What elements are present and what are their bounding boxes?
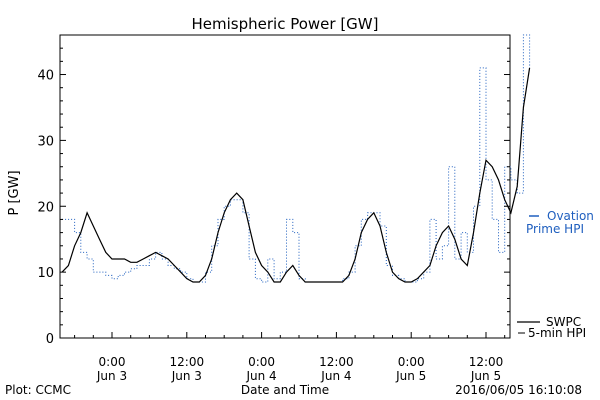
x-tick-date-label: Jun 4 — [245, 369, 276, 383]
x-tick-date-label: Jun 5 — [395, 369, 426, 383]
footer-timestamp: 2016/06/05 16:10:08 — [455, 383, 582, 397]
legend-swpc-label-line1: SWPC — [546, 315, 581, 329]
y-tick-label: 10 — [37, 266, 54, 281]
x-tick-time-label: 12:00 — [170, 355, 205, 369]
x-tick-time-label: 12:00 — [469, 355, 504, 369]
x-tick-time-label: 0:00 — [398, 355, 425, 369]
y-tick-label: 30 — [37, 134, 54, 149]
legend-ovation-label-line1: Ovation — [547, 209, 594, 223]
x-tick-time-label: 12:00 — [319, 355, 354, 369]
y-tick-label: 0 — [46, 332, 54, 347]
footer-credit: Plot: CCMC — [5, 383, 71, 397]
legend-ovation-label-line2: Prime HPI — [526, 222, 584, 236]
legend: Ovation Prime HPI SWPC 5-min HPI — [517, 209, 594, 340]
y-tick-label: 20 — [37, 200, 54, 215]
x-tick-time-label: 0:00 — [248, 355, 275, 369]
chart-title: Hemispheric Power [GW] — [192, 15, 379, 33]
y-axis-label: P [GW] — [7, 170, 22, 215]
x-tick-date-label: Jun 4 — [320, 369, 351, 383]
x-axis-label: Date and Time — [241, 383, 329, 397]
legend-swpc-label-line2: 5-min HPI — [528, 326, 586, 340]
x-tick-time-label: 0:00 — [99, 355, 126, 369]
x-tick-date-label: Jun 3 — [171, 369, 202, 383]
ovation-prime-series-line — [62, 34, 531, 283]
y-axis: 0 10 20 30 40 — [37, 34, 510, 347]
x-tick-date-label: Jun 5 — [470, 369, 501, 383]
y-tick-label: 40 — [37, 69, 54, 84]
plot-frame — [59, 34, 511, 339]
x-tick-date-label: Jun 3 — [96, 369, 127, 383]
swpc-series-line — [61, 67, 531, 283]
